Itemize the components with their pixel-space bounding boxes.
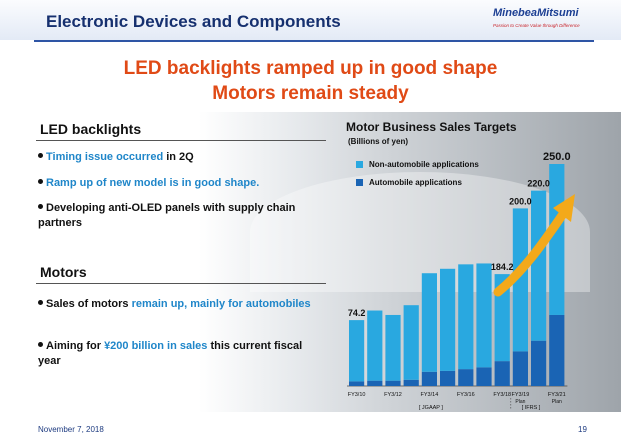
led-bullet-1-highlight: Timing issue occurred: [46, 151, 164, 163]
page-number: 19: [578, 425, 587, 434]
plan-label-11: Plan: [552, 399, 562, 405]
bar-non-automobile-3: [403, 305, 419, 380]
tick-label-6: FY3/16: [457, 392, 475, 398]
motors-bullet-1-start: Sales of motors: [46, 298, 132, 310]
led-bullet-3: Developing anti-OLED panels with supply …: [38, 201, 328, 231]
data-label-8: 184.2: [491, 262, 514, 272]
bar-automobile-0: [349, 381, 365, 386]
bar-automobile-9: [512, 351, 528, 386]
bar-automobile-2: [385, 380, 401, 386]
legend-item-non-auto: Non-automobile applications: [356, 160, 479, 169]
tick-label-0: FY3/10: [348, 392, 366, 398]
motors-section-underline: [36, 283, 326, 284]
bar-non-automobile-10: [531, 190, 547, 341]
bar-non-automobile-0: [349, 320, 365, 382]
header-divider: [34, 40, 594, 42]
bar-automobile-5: [440, 370, 456, 386]
headline-line-2: Motors remain steady: [212, 83, 409, 104]
chart-title: Motor Business Sales Targets: [346, 120, 517, 134]
growth-arrow-shaft: [493, 209, 568, 297]
data-label-0: 74.2: [348, 308, 366, 318]
motors-bullet-2-end: this current fiscal year: [38, 340, 303, 367]
standard-label-jgaap: [ JGAAP ]: [419, 405, 444, 411]
chart-unit-label: (Billions of yen): [348, 137, 408, 146]
led-bullet-2: Ramp up of new model is in good shape.: [38, 176, 338, 191]
header-bar: [0, 0, 621, 40]
company-logo: MinebeaMitsumi: [493, 7, 579, 19]
bar-non-automobile-5: [440, 268, 456, 371]
motors-bullet-1-highlight: remain up, mainly for automobiles: [131, 298, 311, 310]
motors-bullet-1: Sales of motors remain up, mainly for au…: [38, 297, 318, 312]
led-bullet-3-text: Developing anti-OLED panels with supply …: [38, 202, 296, 229]
bar-automobile-8: [494, 361, 510, 386]
tick-label-2: FY3/12: [384, 392, 402, 398]
bar-automobile-10: [531, 340, 547, 386]
tick-label-11: FY3/21: [548, 392, 566, 398]
motors-section-title: Motors: [40, 264, 87, 280]
legend-swatch-non-auto: [356, 161, 363, 169]
led-section-underline: [36, 140, 326, 141]
bar-non-automobile-11: [549, 164, 565, 315]
bar-non-automobile-1: [367, 310, 383, 381]
logo-tagline: Passion to Create Value through Differen…: [493, 23, 580, 28]
growth-arrow-head: [553, 194, 575, 222]
tick-label-9: FY3/19: [512, 392, 530, 398]
motors-bullet-2: Aiming for ¥200 billion in sales this cu…: [38, 339, 318, 369]
motors-bullet-2-highlight: ¥200 billion in sales: [104, 340, 208, 352]
bar-automobile-7: [476, 367, 492, 386]
led-bullet-1-rest: in 2Q: [163, 151, 194, 163]
bar-non-automobile-7: [476, 263, 492, 368]
bar-automobile-11: [549, 314, 565, 386]
legend-label-auto: Automobile applications: [369, 178, 462, 187]
bar-non-automobile-2: [385, 314, 401, 381]
data-label-11: 250.0: [543, 151, 571, 163]
led-bullet-2-highlight: Ramp up of new model is in good shape.: [46, 177, 260, 189]
data-label-10: 220.0: [527, 179, 550, 189]
bar-automobile-6: [458, 369, 474, 386]
footer-date: November 7, 2018: [38, 425, 104, 434]
bar-non-automobile-6: [458, 264, 474, 370]
led-bullet-1: Timing issue occurred in 2Q: [38, 150, 338, 165]
bar-non-automobile-9: [512, 208, 528, 352]
data-label-9: 200.0: [509, 196, 532, 206]
bar-non-automobile-4: [421, 273, 437, 372]
bar-automobile-1: [367, 380, 383, 386]
standard-label-ifrs: [ IFRS ]: [522, 405, 541, 411]
plan-label-9: Plan: [515, 399, 525, 405]
tick-label-4: FY3/14: [421, 392, 439, 398]
led-section-title: LED backlights: [40, 121, 142, 137]
legend-label-non-auto: Non-automobile applications: [369, 160, 479, 169]
headline-line-1: LED backlights ramped up in good shape: [123, 58, 498, 79]
tick-label-8: FY3/18: [493, 392, 511, 398]
page-title: Electronic Devices and Components: [46, 12, 341, 31]
motors-bullet-2-start: Aiming for: [46, 340, 105, 352]
legend-item-auto: Automobile applications: [356, 178, 462, 187]
bar-automobile-3: [403, 379, 419, 386]
bar-automobile-4: [421, 371, 437, 386]
legend-swatch-auto: [356, 179, 363, 187]
